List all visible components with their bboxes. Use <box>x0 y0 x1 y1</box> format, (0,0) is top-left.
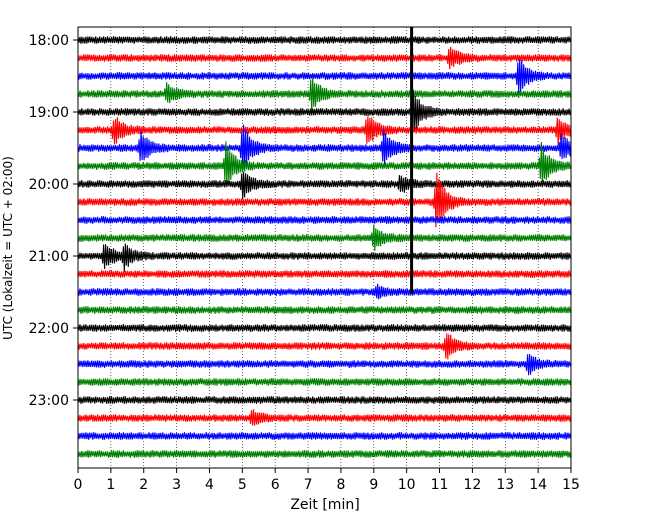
y-tick-label: 18:00 <box>29 33 69 49</box>
seismic-trace <box>77 116 572 145</box>
seismic-trace <box>77 124 572 172</box>
seismic-trace <box>77 59 572 94</box>
seismic-trace <box>77 216 572 224</box>
x-tick-label: 8 <box>336 477 345 493</box>
x-tick-label: 6 <box>271 477 280 493</box>
seismic-trace <box>77 306 572 314</box>
seismic-trace <box>77 283 572 300</box>
x-tick-label: 4 <box>205 477 214 493</box>
x-tick-label: 12 <box>463 477 481 493</box>
y-tick-label: 19:00 <box>29 105 69 121</box>
x-tick-label: 0 <box>74 477 83 493</box>
seismic-trace <box>77 36 572 44</box>
y-tick-label: 22:00 <box>29 321 69 337</box>
x-axis-ticks: 0 1 2 3 4 5 6 7 8 9 10 11 12 13 14 15 <box>74 468 580 493</box>
seismic-trace <box>77 224 572 251</box>
x-tick-label: 7 <box>304 477 313 493</box>
seismic-trace <box>77 324 572 332</box>
seismic-trace <box>77 243 572 272</box>
x-tick-label: 14 <box>529 477 547 493</box>
seismic-trace <box>77 409 572 426</box>
x-tick-label: 2 <box>139 477 148 493</box>
y-axis-ticks: 18:00 19:00 20:00 21:00 22:00 23:00 <box>29 33 78 409</box>
y-tick-label: 21:00 <box>29 249 69 265</box>
x-tick-label: 9 <box>369 477 378 493</box>
seismic-trace <box>77 333 572 360</box>
x-tick-label: 3 <box>172 477 181 493</box>
seismic-traces <box>77 36 572 458</box>
seismic-trace <box>77 353 572 376</box>
x-tick-label: 13 <box>496 477 514 493</box>
seismic-trace <box>77 89 572 133</box>
seismic-trace <box>77 450 572 458</box>
seismic-trace <box>77 378 572 386</box>
plot-frame <box>77 26 572 469</box>
seismic-trace <box>77 46 572 70</box>
x-tick-label: 11 <box>431 477 449 493</box>
y-axis-label: UTC (Lokalzeit = UTC + 02:00) <box>1 156 15 340</box>
y-tick-label: 23:00 <box>29 393 69 409</box>
y-tick-label: 20:00 <box>29 177 69 193</box>
x-tick-label: 1 <box>106 477 115 493</box>
seismic-trace <box>77 77 572 112</box>
x-tick-label: 15 <box>562 477 580 493</box>
seismic-trace <box>77 396 572 404</box>
x-axis-label: Zeit [min] <box>290 497 359 513</box>
seismic-trace <box>77 172 572 228</box>
seismic-trace <box>77 270 572 278</box>
x-tick-label: 5 <box>238 477 247 493</box>
x-tick-label: 10 <box>398 477 416 493</box>
seismic-trace <box>77 432 572 440</box>
seismic-trace <box>77 172 572 200</box>
seismic-trace <box>77 141 572 188</box>
